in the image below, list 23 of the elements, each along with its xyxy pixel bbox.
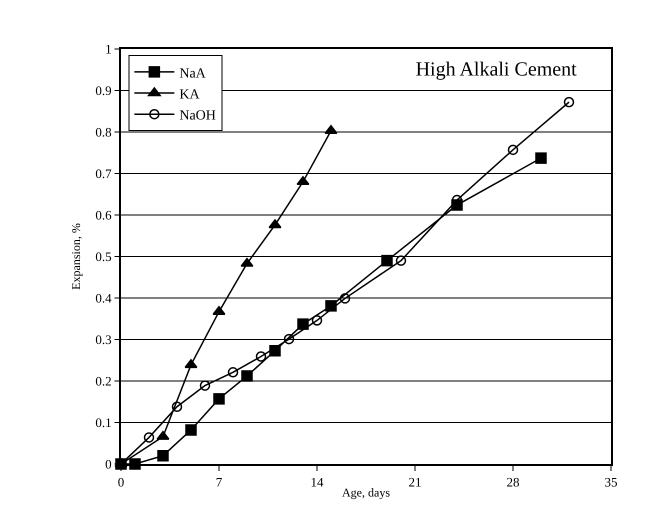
y-tick-label: 0 xyxy=(105,456,112,472)
x-tick-label: 21 xyxy=(408,474,422,490)
y-tick-label: 1 xyxy=(105,42,112,57)
y-tick-label: 0.4 xyxy=(95,290,112,306)
y-tick-label: 0.7 xyxy=(95,166,112,182)
x-tick-label: 0 xyxy=(118,474,124,490)
x-tick-label: 28 xyxy=(506,474,520,490)
legend-label: NaOH xyxy=(179,108,216,124)
legend-label: KA xyxy=(179,87,200,102)
x-tick-label: 14 xyxy=(310,474,324,490)
y-tick-label: 0.2 xyxy=(95,374,112,389)
y-tick-label: 0.8 xyxy=(95,124,112,140)
x-tick-label: 35 xyxy=(604,474,618,490)
legend-label: NaA xyxy=(179,66,207,82)
x-tick-label: 7 xyxy=(216,474,223,490)
y-tick-label: 0.5 xyxy=(95,249,112,264)
x-axis-title: Age, days xyxy=(342,486,390,500)
y-tick-label: 0.1 xyxy=(95,415,112,430)
y-tick-label: 0.6 xyxy=(95,208,112,223)
y-axis-title: Expansion, % xyxy=(69,223,84,290)
text: High Alkali Cement xyxy=(416,58,578,81)
y-tick-label: 0.3 xyxy=(95,332,112,348)
y-tick-label: 0.9 xyxy=(95,83,112,98)
